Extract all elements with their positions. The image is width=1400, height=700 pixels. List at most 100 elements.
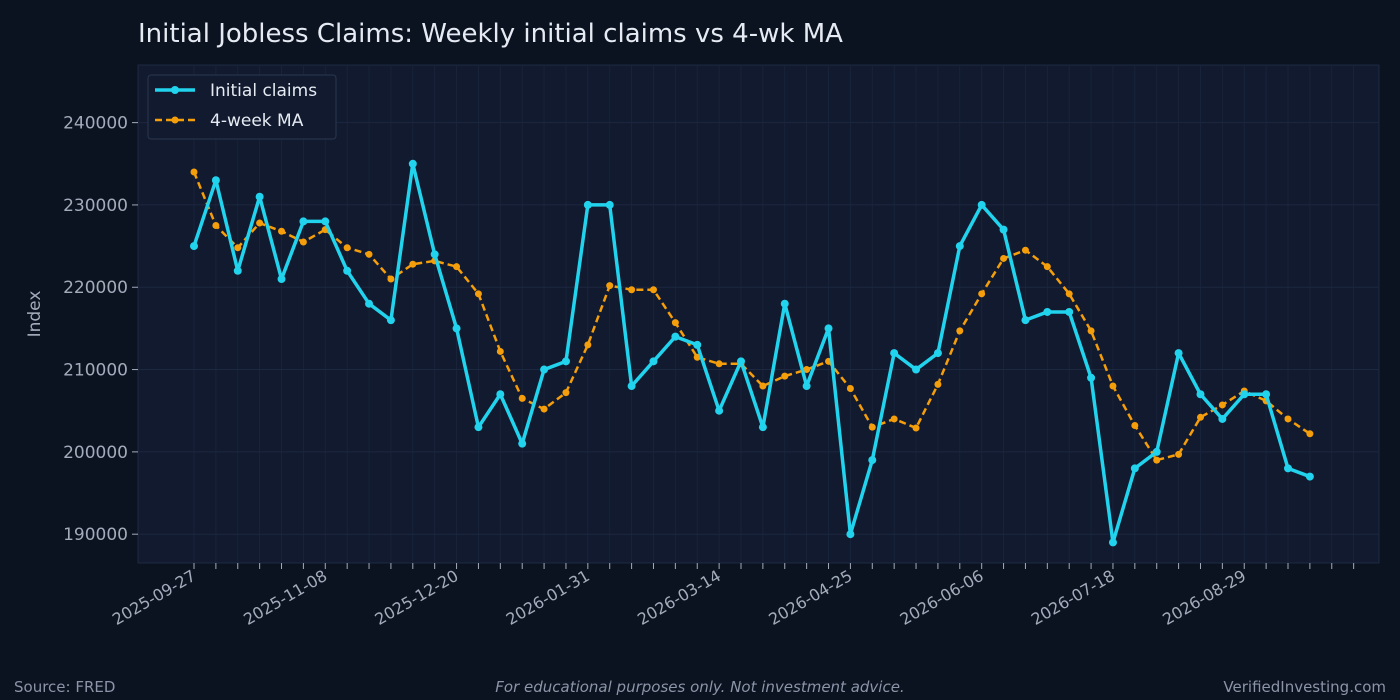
data-point-initial-claims (846, 530, 855, 539)
data-point-4-week-ma (212, 222, 220, 230)
data-point-initial-claims (1262, 390, 1271, 399)
data-point-4-week-ma (496, 347, 504, 355)
data-point-initial-claims (540, 365, 549, 374)
data-point-initial-claims (1174, 349, 1183, 358)
legend-label-initial-claims: Initial claims (210, 81, 317, 101)
footer-disclaimer: For educational purposes only. Not inves… (495, 678, 905, 696)
data-point-4-week-ma (190, 168, 198, 176)
y-tick-label: 240000 (63, 114, 128, 134)
data-point-4-week-ma (1000, 254, 1008, 262)
data-point-initial-claims (299, 217, 308, 226)
data-point-4-week-ma (1175, 450, 1183, 458)
data-point-initial-claims (1108, 538, 1117, 547)
data-point-initial-claims (737, 357, 745, 366)
chart-title: Initial Jobless Claims: Weekly initial c… (138, 19, 843, 49)
data-point-4-week-ma (781, 372, 789, 380)
y-tick-label: 220000 (63, 278, 128, 298)
y-tick-label: 230000 (63, 196, 128, 216)
data-point-initial-claims (999, 225, 1008, 234)
data-point-4-week-ma (1218, 401, 1226, 409)
data-point-initial-claims (1284, 464, 1292, 473)
data-point-4-week-ma (540, 405, 548, 413)
y-axis-label: Index (25, 291, 45, 338)
data-point-4-week-ma (453, 263, 461, 271)
data-point-4-week-ma (299, 238, 307, 246)
data-point-initial-claims (758, 423, 767, 432)
data-point-initial-claims (933, 349, 942, 358)
legend-marker-initial-claims (171, 86, 179, 94)
data-point-4-week-ma (628, 286, 636, 294)
data-point-4-week-ma (409, 260, 417, 268)
data-point-initial-claims (890, 349, 899, 358)
data-point-4-week-ma (1196, 413, 1204, 421)
data-point-4-week-ma (1043, 263, 1051, 271)
series-line-4-week-ma (192, 171, 1311, 462)
data-point-4-week-ma (234, 244, 242, 252)
data-point-4-week-ma (715, 360, 723, 368)
data-point-initial-claims (605, 200, 614, 209)
data-point-initial-claims (190, 242, 198, 251)
data-point-initial-claims (912, 365, 921, 374)
data-point-4-week-ma (1021, 246, 1029, 254)
data-point-initial-claims (408, 159, 417, 168)
data-point-initial-claims (1152, 447, 1161, 456)
data-point-initial-claims (1087, 373, 1096, 382)
data-point-initial-claims (496, 390, 505, 399)
series-layer (190, 159, 1314, 547)
data-point-initial-claims (977, 200, 986, 209)
y-tick-label: 200000 (63, 443, 128, 463)
footer-brand: VerifiedInvesting.com (1223, 678, 1386, 696)
data-point-4-week-ma (890, 415, 898, 423)
data-point-4-week-ma (1284, 415, 1292, 423)
data-point-initial-claims (955, 242, 964, 251)
data-point-initial-claims (452, 324, 461, 333)
legend-label-4-week-ma: 4-week MA (210, 111, 304, 131)
data-point-4-week-ma (606, 282, 614, 290)
data-point-4-week-ma (474, 290, 482, 298)
data-point-initial-claims (627, 382, 636, 391)
data-point-initial-claims (868, 456, 877, 465)
data-point-4-week-ma (934, 380, 942, 388)
data-point-4-week-ma (1087, 327, 1095, 335)
data-point-4-week-ma (912, 424, 920, 432)
data-point-initial-claims (277, 275, 286, 284)
data-point-initial-claims (1021, 316, 1030, 325)
data-point-initial-claims (1305, 472, 1314, 481)
data-point-initial-claims (693, 340, 702, 349)
data-point-4-week-ma (343, 244, 351, 252)
data-point-4-week-ma (365, 250, 373, 258)
data-point-4-week-ma (1306, 430, 1314, 438)
data-point-initial-claims (1218, 414, 1227, 423)
data-point-initial-claims (561, 357, 570, 366)
data-point-4-week-ma (1065, 290, 1073, 298)
data-point-4-week-ma (846, 384, 854, 392)
data-point-initial-claims (715, 406, 724, 415)
data-point-initial-claims (430, 250, 439, 259)
data-point-4-week-ma (1109, 382, 1117, 390)
data-point-4-week-ma (1153, 456, 1161, 464)
data-point-4-week-ma (256, 219, 264, 227)
data-point-4-week-ma (671, 319, 679, 327)
data-point-initial-claims (343, 266, 352, 275)
data-point-4-week-ma (803, 366, 811, 374)
data-point-initial-claims (1130, 464, 1139, 473)
data-point-initial-claims (1043, 307, 1052, 316)
data-point-initial-claims (365, 299, 374, 308)
data-point-4-week-ma (759, 382, 767, 390)
data-point-initial-claims (583, 200, 592, 209)
data-point-initial-claims (1196, 390, 1205, 399)
data-point-initial-claims (649, 357, 658, 366)
data-point-initial-claims (518, 439, 527, 448)
legend-marker-4-week-ma (171, 116, 179, 124)
y-tick-label: 190000 (63, 525, 128, 545)
y-tick-label: 210000 (63, 361, 128, 381)
footer-source: Source: FRED (14, 678, 116, 696)
plot-area (137, 64, 1380, 564)
data-point-4-week-ma (868, 423, 876, 431)
data-point-initial-claims (1065, 307, 1074, 316)
data-point-initial-claims (386, 316, 395, 325)
data-point-initial-claims (321, 217, 330, 226)
data-point-initial-claims (1240, 390, 1249, 399)
data-point-initial-claims (474, 423, 483, 432)
